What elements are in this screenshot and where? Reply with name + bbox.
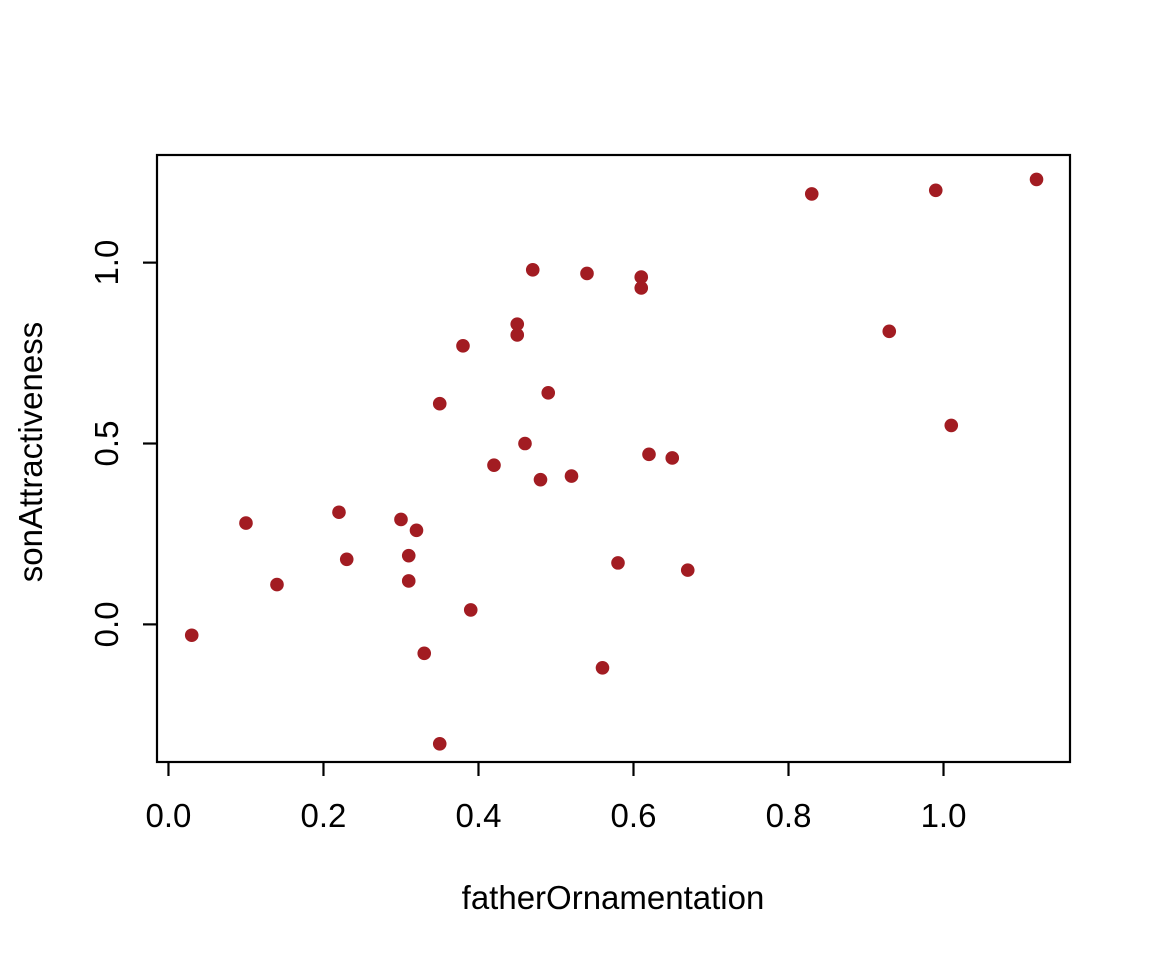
data-point (332, 505, 346, 520)
data-point (580, 266, 594, 281)
x-tick-label: 0.8 (766, 797, 812, 834)
y-axis-ticks: 0.0 0.5 1.0 (88, 240, 157, 647)
data-point (634, 281, 649, 295)
x-tick-label: 0.4 (456, 797, 502, 834)
x-axis-title: fatherOrnamentation (462, 879, 765, 916)
data-point (533, 472, 548, 487)
data-point (665, 451, 680, 465)
data-point (239, 516, 253, 530)
data-point (541, 386, 556, 400)
x-tick-label: 0.6 (611, 797, 657, 834)
data-point (928, 183, 943, 198)
y-tick-label: 0.0 (88, 601, 125, 647)
x-axis-ticks: 0.0 0.2 0.4 0.6 0.8 1.0 (146, 762, 967, 834)
points-layer (184, 172, 1044, 751)
data-point (432, 396, 447, 411)
data-point (882, 324, 897, 339)
data-point (394, 512, 408, 527)
data-point (680, 563, 695, 577)
data-point (456, 339, 470, 353)
data-point (642, 447, 656, 462)
x-tick-label: 1.0 (921, 797, 967, 834)
data-point (510, 328, 525, 342)
x-tick-label: 0.2 (301, 797, 347, 834)
data-point (409, 523, 424, 538)
data-point (564, 469, 579, 483)
data-point (270, 577, 284, 592)
data-point (463, 603, 478, 617)
x-tick-label: 0.0 (146, 797, 192, 834)
data-point (339, 552, 354, 567)
data-point (1029, 172, 1044, 187)
data-point (634, 270, 649, 284)
plot-frame (155, 153, 1072, 764)
y-axis-title: sonAttractiveness (12, 322, 49, 582)
data-point (611, 556, 625, 570)
data-point (944, 418, 959, 433)
data-point (804, 187, 819, 201)
data-point (510, 317, 525, 331)
data-point (595, 660, 610, 675)
data-point (401, 574, 416, 588)
data-point (401, 548, 416, 563)
y-tick-label: 0.5 (88, 421, 125, 467)
data-point (518, 436, 532, 451)
data-point (184, 628, 199, 643)
data-point (525, 263, 540, 277)
data-point (432, 736, 447, 751)
data-point (417, 646, 432, 661)
data-point (487, 458, 501, 473)
y-tick-label: 1.0 (88, 240, 125, 286)
